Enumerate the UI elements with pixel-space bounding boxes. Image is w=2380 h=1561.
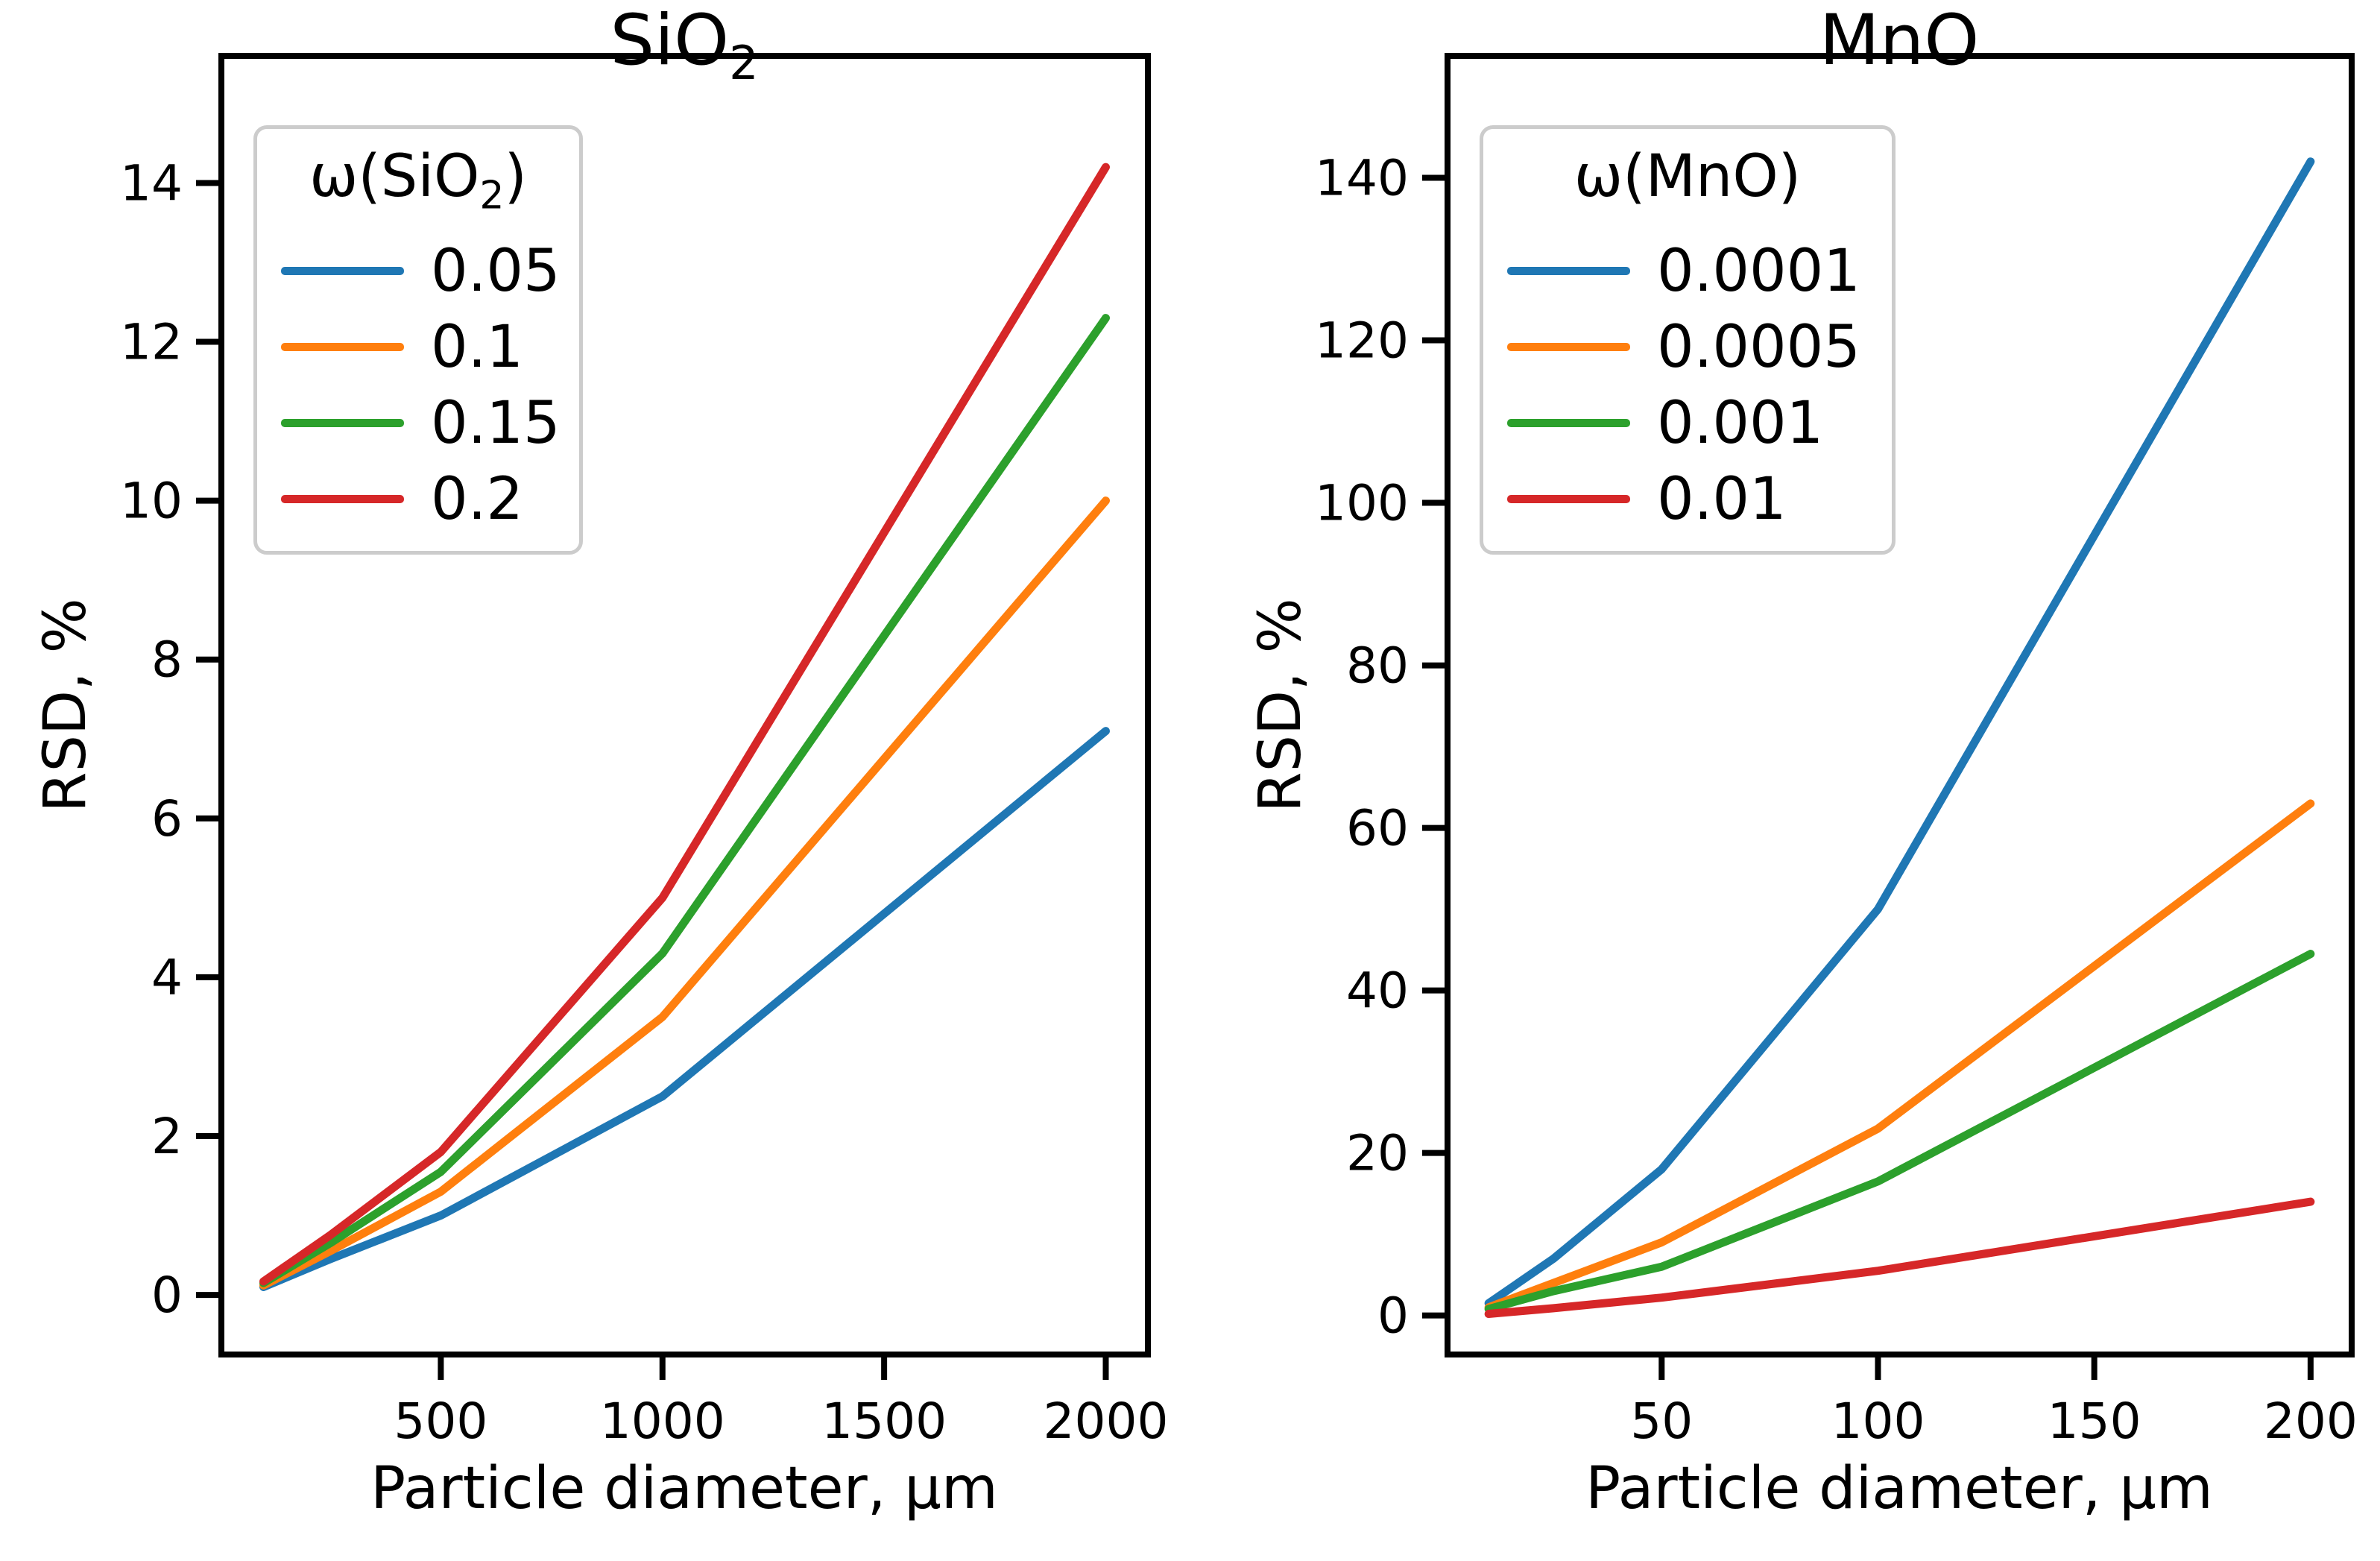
y-tick-label: 20 [1346, 1125, 1409, 1182]
series-line-0.0001 [1484, 157, 2315, 1308]
series-line-0.01 [1484, 1197, 2315, 1318]
legend-line-swatch [1507, 343, 1630, 352]
y-tick-label: 60 [1346, 800, 1409, 857]
y-tick-label: 0 [151, 1267, 183, 1324]
y-tick-label: 12 [120, 314, 183, 371]
y-tick-label: 120 [1315, 312, 1409, 370]
x-tick-label: 1500 [821, 1393, 947, 1450]
panel-mno-title-text: MnO [1819, 0, 1980, 81]
legend-title-end: ) [504, 143, 527, 210]
panel-sio2-x-axis-label: Particle diameter, µm [370, 1455, 998, 1522]
legend-entry-label: 0.1 [431, 313, 524, 381]
legend-entry-0.15: 0.15 [257, 385, 579, 461]
panel-mno-legend: ω(MnO) 0.0001 0.0005 0.001 0.01 [1480, 125, 1896, 555]
y-tick-label: 4 [151, 949, 183, 1006]
panel-sio2-legend-items: 0.05 0.1 0.15 0.2 [257, 233, 579, 537]
panel-mno-legend-items: 0.0001 0.0005 0.001 0.01 [1483, 233, 1892, 537]
x-tick-label: 150 [2048, 1393, 2141, 1450]
x-tick-label: 100 [1831, 1393, 1925, 1450]
legend-entry-label: 0.001 [1657, 389, 1824, 457]
legend-line-swatch [281, 343, 404, 352]
legend-line-swatch [1507, 267, 1630, 276]
panel-sio2-legend: ω(SiO2) 0.05 0.1 0.15 0.2 [253, 125, 583, 555]
y-tick-label: 0 [1377, 1287, 1409, 1345]
legend-entry-label: 0.0005 [1657, 313, 1860, 381]
panel-mno-x-axis-label: Particle diameter, µm [1585, 1455, 2213, 1522]
legend-title-text: ω(SiO [309, 143, 480, 210]
y-tick-label: 6 [151, 790, 183, 848]
y-tick-label: 40 [1346, 962, 1409, 1020]
legend-entry-label: 0.01 [1657, 465, 1787, 533]
legend-entry-label: 0.2 [431, 465, 524, 533]
legend-entry-0.1: 0.1 [257, 309, 579, 385]
y-tick-label: 8 [151, 631, 183, 689]
y-tick-label: 140 [1315, 150, 1409, 207]
legend-entry-0.0001: 0.0001 [1483, 233, 1892, 309]
legend-line-swatch [1507, 495, 1630, 504]
panel-sio2-title-subscript: 2 [729, 35, 759, 90]
series-line-0.1 [259, 496, 1110, 1290]
series-line-0.15 [259, 314, 1110, 1287]
series-line-0.001 [1484, 950, 2315, 1314]
x-tick-label: 2000 [1044, 1393, 1169, 1450]
legend-entry-0.05: 0.05 [257, 233, 579, 309]
legend-entry-label: 0.0001 [1657, 237, 1860, 305]
x-tick-label: 200 [2264, 1393, 2358, 1450]
panel-sio2-title-text: SiO [610, 0, 730, 81]
axes-box [218, 53, 1151, 1357]
y-tick-label: 100 [1315, 475, 1409, 532]
panel-mno-legend-title: ω(MnO) [1483, 139, 1892, 233]
legend-entry-label: 0.15 [431, 389, 561, 457]
series-line-0.0005 [1484, 799, 2315, 1312]
legend-line-swatch [281, 495, 404, 504]
panel-mno-title: MnO [1819, 0, 1980, 104]
panel-1: 50 100 150 200 0 20 40 60 80 100 120 140 [1315, 53, 2358, 1450]
legend-entry-0.01: 0.01 [1483, 461, 1892, 537]
legend-entry-0.2: 0.2 [257, 461, 579, 537]
panel-mno-y-axis-label: RSD, % [1247, 598, 1314, 813]
y-tick-label: 10 [120, 473, 183, 530]
legend-entry-0.001: 0.001 [1483, 385, 1892, 461]
series-line-0.2 [259, 163, 1110, 1286]
x-tick-label: 1000 [600, 1393, 725, 1450]
y-tick-label: 14 [120, 154, 183, 212]
x-tick-label: 50 [1630, 1393, 1693, 1450]
x-tick-label: 500 [394, 1393, 487, 1450]
panel-sio2-y-axis-label: RSD, % [32, 598, 99, 813]
legend-title-text: ω(MnO) [1573, 143, 1802, 210]
legend-line-swatch [281, 267, 404, 276]
legend-entry-label: 0.05 [431, 237, 561, 305]
legend-title-subscript: 2 [479, 173, 505, 218]
legend-line-swatch [281, 419, 404, 428]
panel-0: 500 1000 1500 2000 0 2 4 6 8 10 12 14 [120, 53, 1169, 1450]
series-line-0.05 [259, 727, 1110, 1291]
legend-entry-0.0005: 0.0005 [1483, 309, 1892, 385]
panel-sio2-legend-title: ω(SiO2) [257, 139, 579, 233]
axes-box [1445, 53, 2355, 1357]
y-tick-label: 80 [1346, 637, 1409, 695]
y-tick-label: 2 [151, 1108, 183, 1165]
legend-line-swatch [1507, 419, 1630, 428]
panel-sio2-title: SiO2 [610, 0, 758, 104]
